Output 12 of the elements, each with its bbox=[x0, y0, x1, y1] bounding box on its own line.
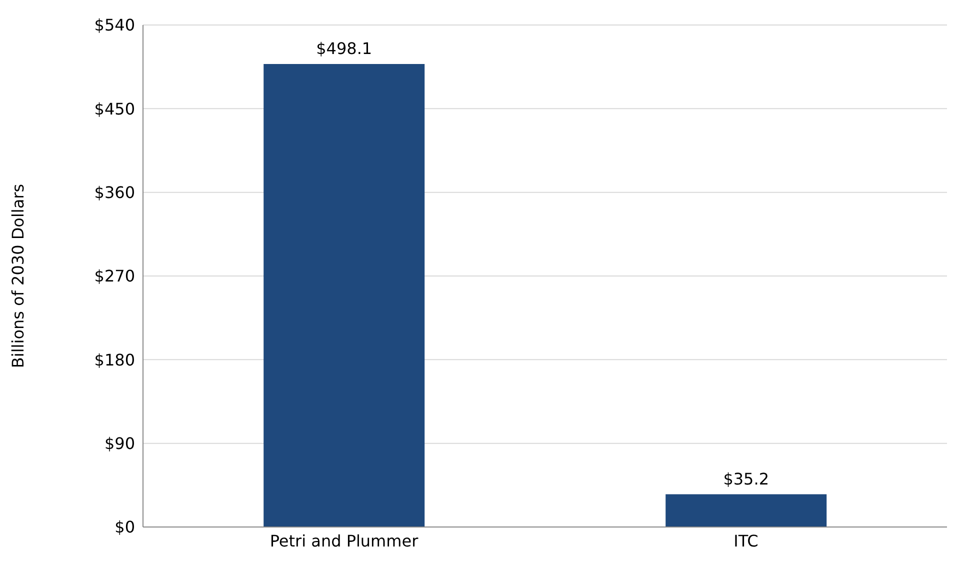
y-tick-label: $450 bbox=[94, 99, 135, 118]
y-tick-label: $360 bbox=[94, 183, 135, 202]
y-tick-label: $0 bbox=[114, 518, 135, 537]
y-axis-title: Billions of 2030 Dollars bbox=[8, 184, 28, 368]
data-label: $498.1 bbox=[316, 38, 372, 58]
x-tick-label: ITC bbox=[734, 531, 758, 550]
x-tick-label: Petri and Plummer bbox=[270, 531, 419, 550]
data-label: $35.2 bbox=[723, 469, 770, 488]
y-tick-label: $540 bbox=[94, 16, 135, 35]
y-tick-label: $270 bbox=[94, 266, 135, 286]
y-tick-label: $90 bbox=[104, 434, 135, 454]
y-tick-label: $180 bbox=[94, 350, 135, 370]
